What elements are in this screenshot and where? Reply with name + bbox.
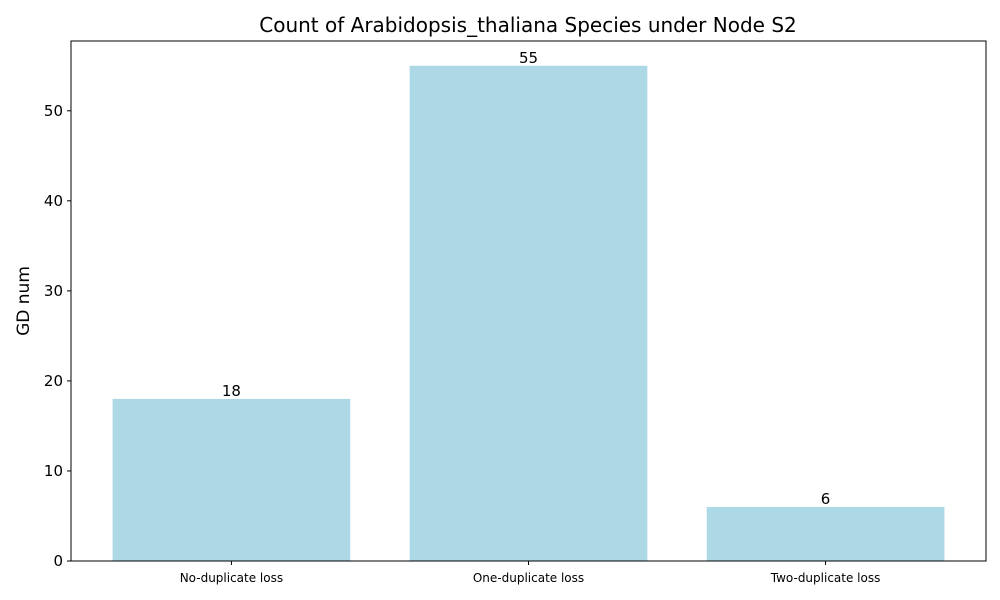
x-tick-label: No-duplicate loss — [180, 571, 283, 585]
bar-two-duplicate-loss — [706, 506, 945, 561]
x-axis: No-duplicate loss One-duplicate loss Two-d… — [180, 561, 881, 585]
bar-no-duplicate-loss — [112, 398, 351, 561]
y-axis: 0 10 20 30 40 50 — [44, 102, 71, 570]
bar-value-label: 18 — [222, 382, 241, 400]
bar-value-label: 6 — [821, 490, 831, 508]
y-tick-label: 30 — [44, 282, 63, 300]
bars-layer — [112, 65, 945, 561]
plot-frame — [70, 40, 987, 562]
x-tick-label: Two-duplicate loss — [770, 571, 881, 585]
y-tick-label: 50 — [44, 102, 63, 120]
bar-one-duplicate-loss — [409, 65, 648, 561]
bar-labels-layer: 18 55 6 — [222, 49, 830, 508]
bar-value-label: 55 — [519, 49, 538, 67]
y-tick-label: 0 — [53, 552, 63, 570]
y-axis-label: GD num — [14, 266, 34, 336]
y-tick-label: 20 — [44, 372, 63, 390]
x-tick-label: One-duplicate loss — [473, 571, 584, 585]
y-tick-label: 40 — [44, 192, 63, 210]
y-tick-label: 10 — [44, 462, 63, 480]
chart-title: Count of Arabidopsis_thaliana Species un… — [259, 13, 797, 37]
